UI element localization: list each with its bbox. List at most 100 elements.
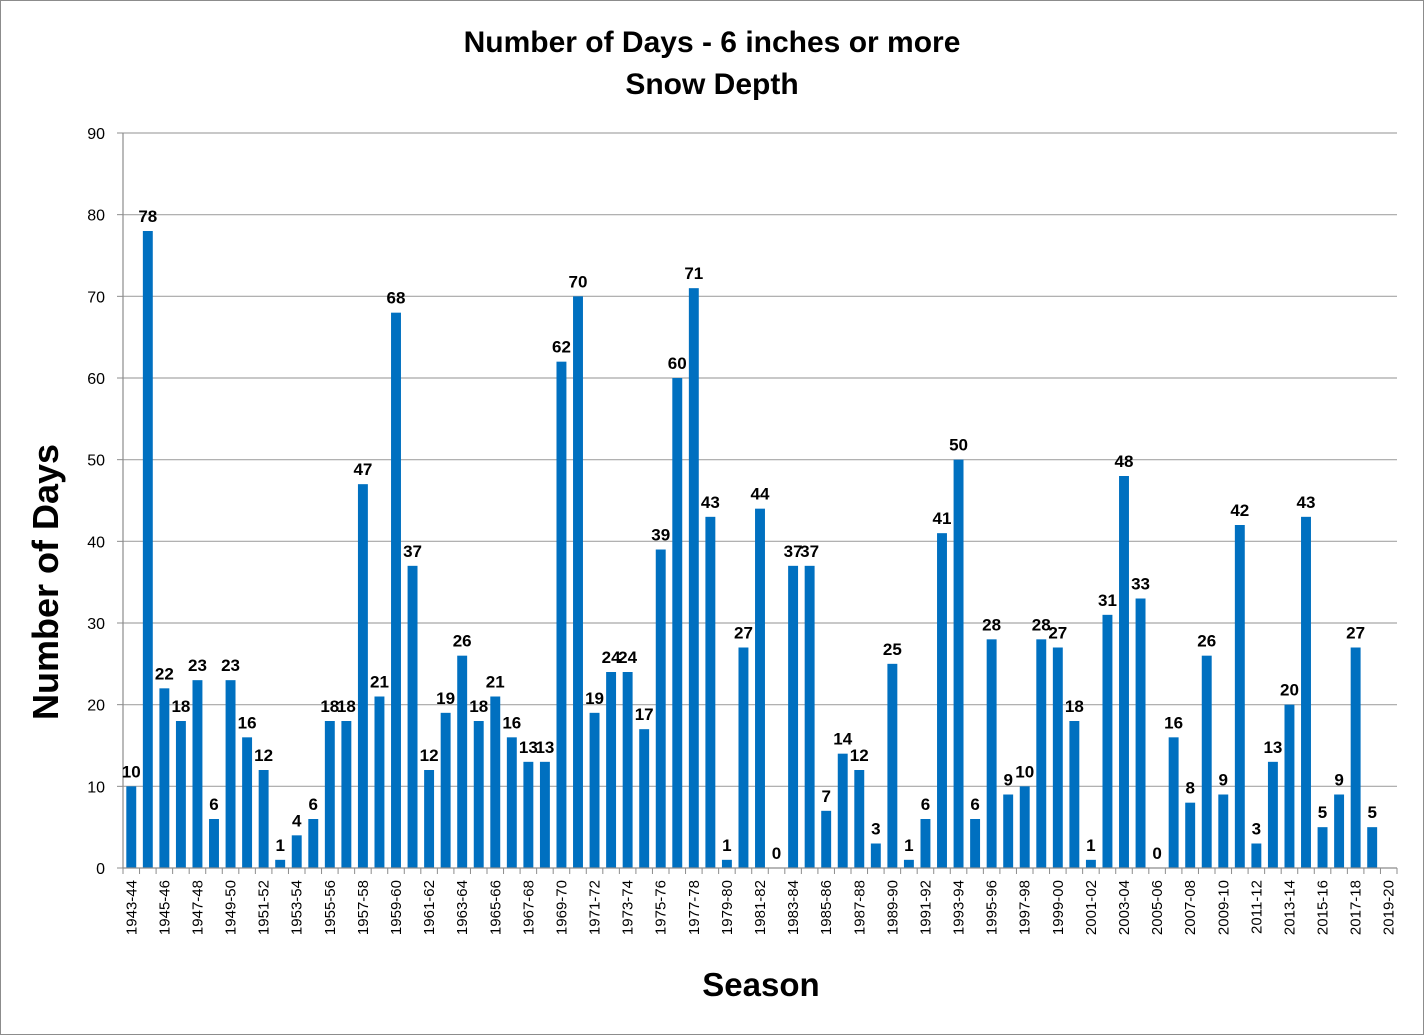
x-tick-label: 1979-80 [719, 880, 736, 935]
data-label: 44 [751, 485, 770, 504]
data-label: 1 [722, 836, 731, 855]
data-label: 1 [275, 836, 284, 855]
data-label: 9 [1334, 771, 1343, 790]
data-label: 18 [171, 697, 190, 716]
bar [1334, 794, 1345, 868]
data-label: 41 [933, 509, 952, 528]
data-labels: 1078221823623161214618184721683712192618… [122, 207, 1377, 863]
x-tick-label: 1995-96 [984, 880, 1001, 935]
y-tick-labels: 0 10 20 30 40 50 60 70 80 90 [87, 126, 105, 878]
y-tick-label: 10 [87, 779, 105, 796]
y-tick-label: 50 [87, 453, 105, 470]
data-label: 18 [469, 697, 488, 716]
data-label: 21 [370, 673, 389, 692]
data-label: 43 [1297, 493, 1316, 512]
x-tick-label: 2011-12 [1248, 880, 1265, 934]
data-label: 10 [122, 762, 141, 781]
bar [424, 770, 435, 868]
bar [606, 672, 617, 868]
bar [341, 721, 352, 868]
y-axis-title: Number of Days [25, 444, 66, 720]
bar [242, 737, 253, 868]
bar [755, 508, 765, 868]
data-label: 28 [982, 615, 1001, 634]
bar [275, 859, 286, 868]
x-tick-label: 1977-78 [686, 880, 703, 935]
x-tick-label: 1987-88 [851, 880, 868, 935]
data-label: 47 [353, 460, 372, 479]
bar [573, 296, 583, 868]
bar [903, 859, 914, 868]
bar [407, 565, 418, 868]
x-tick-label: 1975-76 [653, 880, 670, 935]
bar [738, 647, 749, 868]
data-label: 1 [904, 836, 913, 855]
bar [473, 721, 484, 868]
data-label: 6 [921, 795, 930, 814]
data-label: 22 [155, 664, 174, 683]
axes [122, 133, 1397, 869]
bar [1168, 737, 1179, 868]
bar [1019, 786, 1030, 868]
bar [1201, 655, 1212, 868]
data-label: 4 [292, 811, 302, 830]
y-tick-label: 0 [96, 861, 105, 878]
x-tick-label: 1967-68 [520, 880, 537, 935]
data-label: 23 [188, 656, 207, 675]
data-label: 12 [254, 746, 273, 765]
x-tick-label: 1947-48 [189, 880, 206, 935]
x-tick-label: 2003-04 [1116, 880, 1133, 935]
x-tick-label: 1985-86 [818, 880, 835, 935]
data-label: 60 [668, 354, 687, 373]
bar [589, 712, 600, 868]
data-label: 19 [585, 689, 604, 708]
data-label: 43 [701, 493, 720, 512]
x-tick-labels: 1943-44 1945-46 1947-48 1949-50 1951-52 1953-… [123, 880, 1397, 935]
x-tick-label: 2013-14 [1281, 880, 1298, 935]
bar [209, 819, 219, 868]
data-label: 16 [238, 713, 257, 732]
data-label: 78 [138, 207, 157, 226]
bar [920, 819, 931, 868]
data-label: 27 [1346, 624, 1365, 643]
bar [804, 565, 815, 868]
y-tick-label: 30 [87, 616, 105, 633]
bar [1350, 647, 1361, 868]
bar [391, 312, 401, 869]
y-tick-label: 80 [87, 208, 105, 225]
data-label: 27 [734, 624, 753, 643]
bar [887, 663, 898, 868]
data-label: 8 [1185, 779, 1194, 798]
chart-title: Number of Days - 6 inches or more Snow D… [0, 22, 1424, 106]
data-label: 31 [1098, 591, 1117, 610]
data-label: 14 [833, 730, 852, 749]
bar [1367, 827, 1378, 868]
bar [721, 859, 732, 868]
y-tick-label: 20 [87, 698, 105, 715]
x-tick-label: 1943-44 [123, 880, 140, 935]
data-label: 9 [1003, 771, 1012, 790]
x-tick-label: 1983-84 [785, 880, 802, 935]
bar [457, 655, 468, 868]
data-label: 3 [1252, 820, 1261, 839]
bar [788, 565, 799, 868]
x-tick-label: 1959-60 [388, 880, 405, 935]
data-label: 23 [221, 656, 240, 675]
bar [556, 361, 567, 868]
x-tick-label: 1969-70 [553, 880, 570, 935]
bar [506, 737, 517, 868]
x-tick-label: 1965-66 [487, 880, 504, 935]
data-label: 10 [1015, 762, 1034, 781]
data-label: 24 [618, 648, 637, 667]
x-tick-label: 2019-20 [1381, 880, 1398, 935]
bar [175, 721, 186, 868]
bar [1251, 843, 1262, 868]
bar [1234, 525, 1245, 868]
y-tick-label: 60 [87, 371, 105, 388]
x-tick-label: 1999-00 [1050, 880, 1067, 935]
data-label: 42 [1230, 501, 1249, 520]
data-label: 19 [436, 689, 455, 708]
data-label: 12 [850, 746, 869, 765]
data-label: 20 [1280, 681, 1299, 700]
data-label: 24 [602, 648, 621, 667]
